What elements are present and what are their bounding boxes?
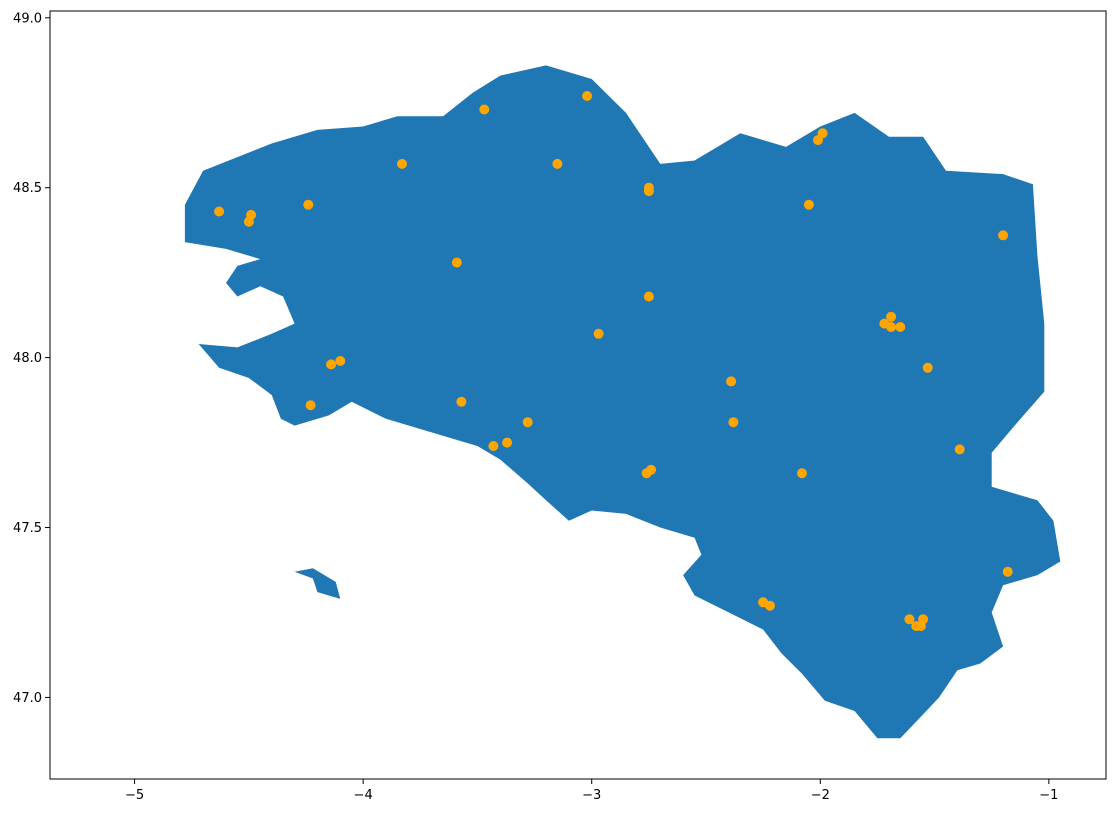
data-point bbox=[243, 216, 254, 227]
data-point bbox=[479, 104, 490, 115]
y-tick-label: 47.5 bbox=[13, 521, 42, 536]
data-point bbox=[397, 158, 407, 169]
data-point bbox=[451, 257, 462, 268]
data-point bbox=[646, 464, 657, 475]
region-shape bbox=[184, 65, 1061, 739]
y-tick-label: 47.0 bbox=[13, 691, 42, 706]
data-point bbox=[1002, 566, 1013, 577]
data-point bbox=[904, 614, 915, 625]
y-tick-label: 48.0 bbox=[13, 351, 42, 366]
x-tick-label: −2 bbox=[811, 788, 830, 803]
data-point bbox=[522, 417, 533, 428]
data-point bbox=[728, 417, 739, 428]
data-point bbox=[797, 468, 807, 479]
x-tick-label: −1 bbox=[1039, 788, 1058, 803]
y-tick-label: 48.5 bbox=[13, 181, 42, 196]
data-point bbox=[817, 128, 828, 139]
data-point bbox=[214, 206, 225, 217]
data-point bbox=[582, 91, 593, 101]
data-point bbox=[552, 158, 563, 169]
data-point bbox=[488, 441, 499, 451]
data-point bbox=[886, 322, 897, 332]
data-point bbox=[803, 199, 814, 210]
data-point bbox=[326, 359, 337, 370]
data-point bbox=[895, 322, 906, 332]
data-point bbox=[998, 230, 1009, 241]
data-point bbox=[502, 437, 513, 448]
island-shape bbox=[294, 568, 341, 599]
plot-area bbox=[184, 65, 1061, 739]
data-point bbox=[335, 356, 346, 366]
data-point bbox=[303, 199, 314, 210]
x-tick-label: −4 bbox=[354, 788, 373, 803]
data-point bbox=[954, 444, 965, 455]
data-point bbox=[456, 396, 467, 407]
data-point bbox=[922, 362, 933, 373]
x-tick-label: −3 bbox=[582, 788, 601, 803]
data-point bbox=[918, 614, 929, 625]
data-point bbox=[593, 328, 604, 339]
data-point bbox=[765, 600, 775, 611]
data-point bbox=[643, 291, 654, 302]
y-tick-label: 49.0 bbox=[13, 11, 42, 26]
axes: −5 −4 −3 −2 −1 47.0 47.5 48.0 48.5 49.0 bbox=[13, 11, 1058, 803]
data-point bbox=[886, 311, 897, 322]
data-point bbox=[305, 400, 316, 411]
x-tick-label: −5 bbox=[125, 788, 144, 803]
axes-frame bbox=[49, 10, 1107, 780]
data-point bbox=[726, 376, 737, 387]
data-point bbox=[643, 186, 654, 197]
